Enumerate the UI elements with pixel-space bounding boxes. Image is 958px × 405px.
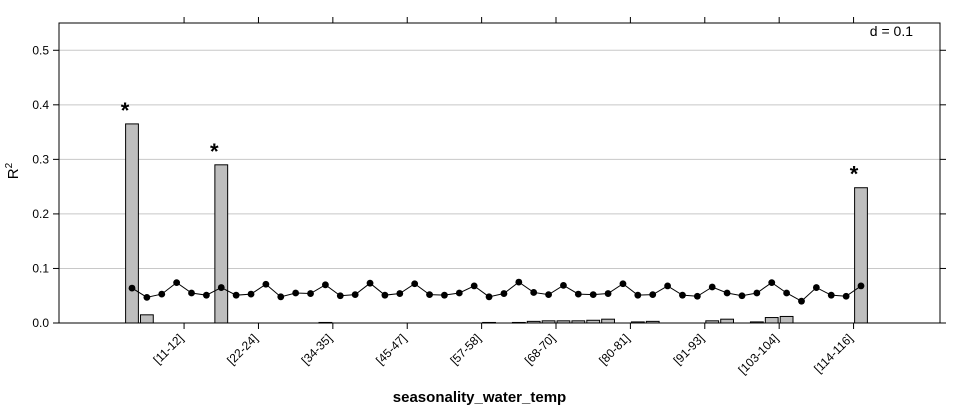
data-point xyxy=(827,291,835,299)
bar xyxy=(764,317,779,324)
data-point xyxy=(589,291,597,299)
data-point xyxy=(128,284,136,292)
bar xyxy=(125,123,139,324)
grid-lines xyxy=(59,49,940,269)
y-axis-label: R2 xyxy=(4,162,22,179)
data-point xyxy=(381,291,389,299)
data-point xyxy=(634,291,642,299)
data-point xyxy=(322,281,329,289)
series-line xyxy=(131,281,862,302)
significance-star: * xyxy=(210,139,219,164)
bar xyxy=(720,318,734,324)
data-point xyxy=(649,291,657,299)
plot-frame xyxy=(58,22,941,324)
bar xyxy=(854,187,868,324)
x-tick-label: [57-58] xyxy=(447,331,483,367)
data-point xyxy=(307,290,314,297)
data-point xyxy=(232,291,240,299)
data-point xyxy=(842,292,850,300)
data-point xyxy=(708,283,716,291)
data-point xyxy=(158,290,166,298)
data-point xyxy=(351,291,359,299)
data-point xyxy=(336,292,344,300)
data-point xyxy=(768,279,776,287)
data-point xyxy=(202,291,210,299)
data-point xyxy=(277,293,285,301)
x-tick-label: [34-35] xyxy=(299,331,335,367)
bar xyxy=(214,164,229,324)
data-point xyxy=(560,281,567,289)
data-point xyxy=(530,289,538,296)
data-point xyxy=(723,289,731,297)
x-tick-label: [91-93] xyxy=(671,331,707,367)
data-point xyxy=(738,292,746,300)
x-tick-label: [114-116] xyxy=(811,331,856,376)
data-point xyxy=(783,289,791,297)
data-point xyxy=(188,289,195,297)
x-tick-label: [11-12] xyxy=(151,331,187,367)
data-point xyxy=(515,278,523,286)
y-tick-label: 0.1 xyxy=(32,261,49,275)
x-axis-label: seasonality_water_temp xyxy=(393,389,566,405)
data-point xyxy=(753,289,761,297)
y-axis-label-text: R xyxy=(5,168,22,179)
data-point xyxy=(857,282,865,290)
y-tick-label: 0.4 xyxy=(32,98,49,112)
data-point xyxy=(455,289,463,297)
data-point xyxy=(143,293,151,301)
data-point xyxy=(693,292,701,300)
y-tick-label: 0.2 xyxy=(32,207,49,221)
y-tick-label: 0.3 xyxy=(32,152,49,166)
y-tick-label: 0.0 xyxy=(32,316,49,330)
data-point xyxy=(664,282,671,290)
data-point xyxy=(619,280,627,288)
data-point xyxy=(604,290,612,297)
data-point xyxy=(173,279,181,287)
data-point xyxy=(574,290,582,298)
data-point xyxy=(426,291,433,299)
data-point xyxy=(500,290,508,297)
x-tick-label: [22-24] xyxy=(224,331,260,367)
data-point xyxy=(292,289,300,297)
x-tick-label: [80-81] xyxy=(596,331,632,367)
data-point xyxy=(366,279,374,287)
data-point xyxy=(679,291,686,299)
y-tick-label: 0.5 xyxy=(32,43,49,57)
data-point xyxy=(396,290,404,297)
x-tick-label: [68-70] xyxy=(522,331,558,367)
y-axis-label-superscript: 2 xyxy=(4,162,15,168)
significance-markers: * * * xyxy=(121,98,859,187)
x-tick-label: [103-104] xyxy=(736,331,782,377)
bar xyxy=(139,314,154,324)
annotation-label: d = 0.1 xyxy=(870,23,913,39)
data-point xyxy=(812,284,820,291)
data-point xyxy=(545,291,552,299)
bar xyxy=(779,315,794,324)
data-point xyxy=(262,280,270,288)
data-point xyxy=(485,293,493,301)
data-point xyxy=(470,282,478,290)
data-point xyxy=(411,280,419,288)
significance-star: * xyxy=(850,162,859,187)
data-point xyxy=(217,284,225,291)
significance-star: * xyxy=(121,98,130,123)
data-point xyxy=(798,297,805,305)
data-point xyxy=(441,291,448,299)
line-series xyxy=(128,278,865,305)
bar xyxy=(601,318,615,324)
data-point xyxy=(247,290,255,298)
x-tick-label: [45-47] xyxy=(373,331,409,367)
